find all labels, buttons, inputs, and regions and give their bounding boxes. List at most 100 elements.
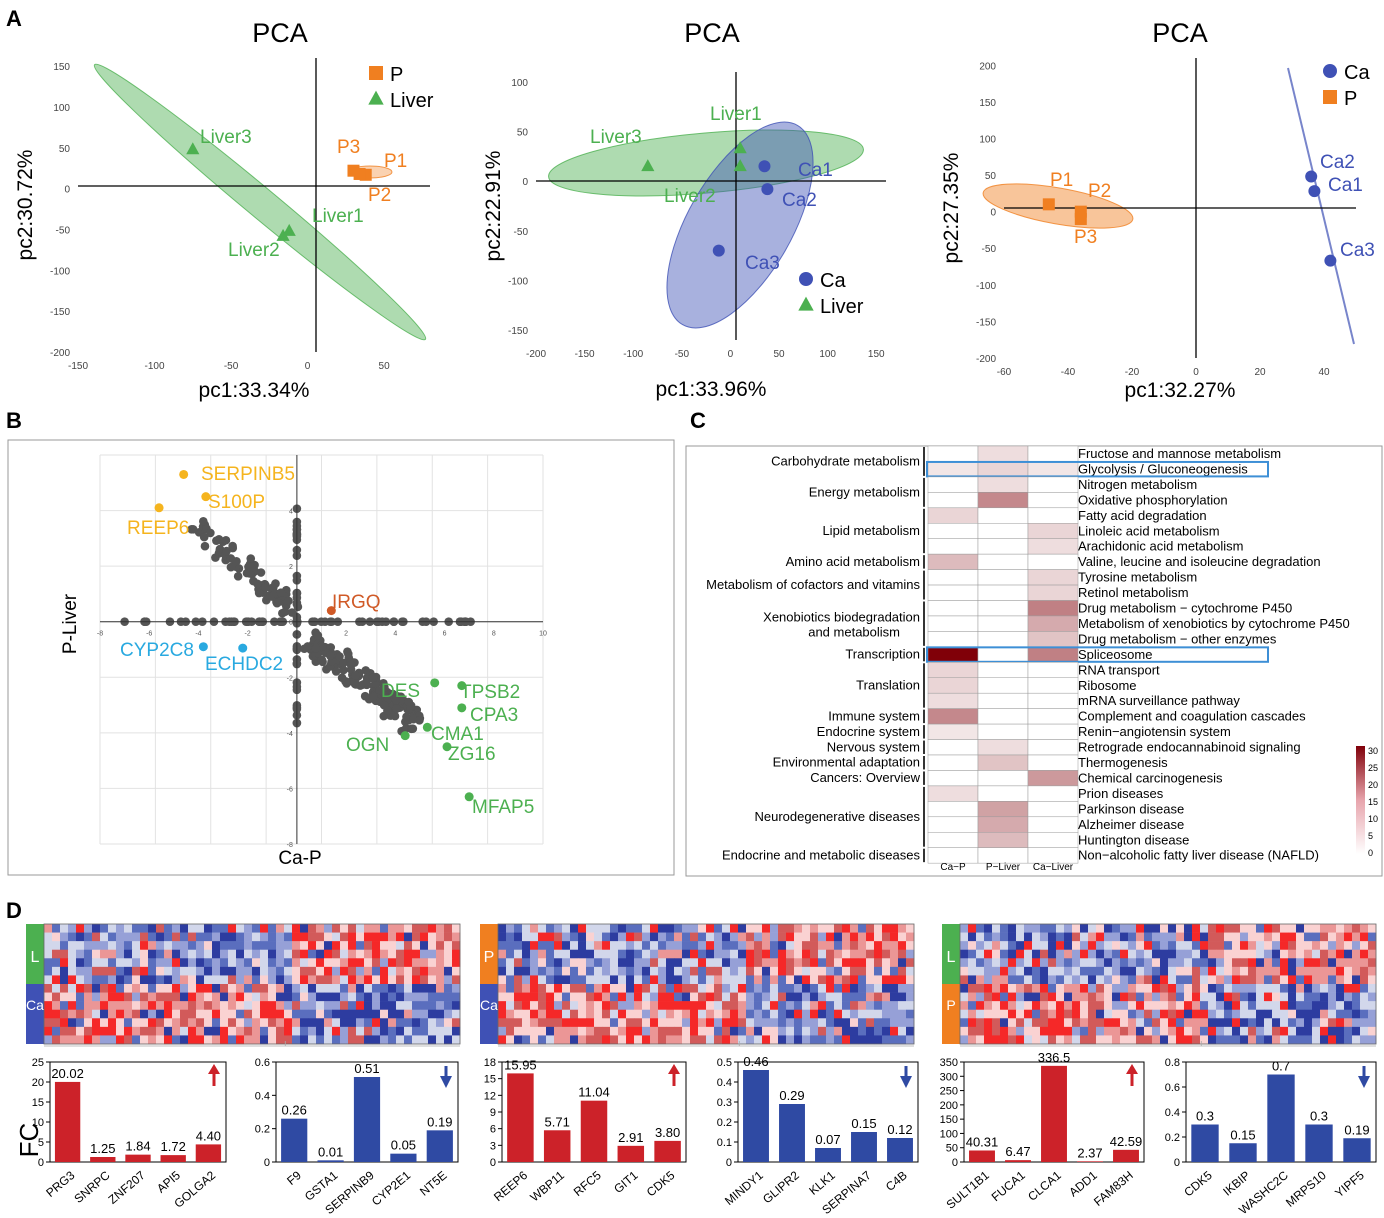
heatmap-cell (1328, 992, 1337, 1002)
pca3-point-P1 (1042, 198, 1055, 211)
fc-gene-label: IKBIP (1220, 1168, 1253, 1198)
quad-gene-dot (280, 607, 290, 617)
heatmap-cell (1168, 1001, 1177, 1011)
heatmap-cell (124, 1009, 133, 1019)
heatmap-cell (898, 1018, 907, 1028)
heatmap-cell (52, 949, 61, 959)
heatmap-cell (1027, 615, 1079, 632)
heatmap-cell (1152, 992, 1161, 1002)
heatmap-cell (984, 949, 993, 959)
heatmap-cell (132, 1001, 141, 1011)
heatmap-cell (1168, 984, 1177, 993)
heatmap-cell (890, 1001, 899, 1011)
heatmap-cell (770, 932, 779, 942)
heatmap-cell (284, 1018, 293, 1028)
heatmap-cell (1160, 992, 1169, 1002)
heatmap-cell (722, 1018, 731, 1028)
heatmap-cell (690, 924, 699, 933)
heatmap-cell (506, 984, 515, 993)
heatmap-cell (650, 1001, 659, 1011)
heatmap-cell (690, 1035, 699, 1045)
heatmap-cell (850, 924, 859, 933)
heatmap-cell (44, 1035, 53, 1045)
heatmap-cell (1208, 958, 1217, 968)
pca3-y-tick: 200 (979, 61, 996, 72)
heatmap-cell (332, 992, 341, 1002)
heatmap-cell (1272, 941, 1281, 951)
heatmap-cell (810, 966, 819, 976)
heatmap-cell (602, 984, 611, 993)
heatmap-cell (738, 1035, 747, 1045)
heatmap-cell (506, 1001, 515, 1011)
quad-gene-dot (256, 568, 266, 577)
fc-gene-label: F9 (284, 1168, 304, 1188)
heatmap-cell (1064, 924, 1073, 933)
heatmap-cell (834, 1035, 843, 1045)
heatmap-cell (116, 1035, 125, 1045)
heatmap-cell (436, 932, 445, 942)
quad-gene-dot (313, 631, 323, 640)
pca2-x-tick: 0 (728, 349, 734, 360)
heatmap-cell (316, 966, 325, 976)
heatmap-cell (1144, 924, 1153, 933)
fc-bar-PRG3 (54, 1081, 81, 1162)
heatmap-cell (124, 924, 133, 933)
heatmap-cell (420, 958, 429, 968)
quad-gene-label: ECHDC2 (205, 654, 283, 675)
heatmap-cell (546, 941, 555, 951)
heatmap-cell (682, 1018, 691, 1028)
heatmap-cell (44, 1026, 53, 1036)
heatmap-cell (927, 445, 979, 462)
heatmap-cell (44, 1018, 53, 1028)
heatmap-cell (762, 1035, 771, 1045)
heatmap-cell (1224, 992, 1233, 1002)
heatmap-cell (890, 949, 899, 959)
heatmap-cell (132, 958, 141, 968)
heatmap-cell (674, 966, 683, 976)
heatmap-cell (818, 1001, 827, 1011)
pca3-x-tick: 40 (1318, 367, 1330, 378)
heatmap-cell (602, 1026, 611, 1036)
heatmap-cell (324, 932, 333, 942)
heatmap-cell (1288, 975, 1297, 985)
heatmap-cell (960, 932, 969, 942)
heatmap-cell (530, 1026, 539, 1036)
quad-highlight-dot-DES (430, 678, 440, 688)
heatmap-cell (1008, 958, 1017, 968)
heatmap-cell (132, 992, 141, 1002)
heatmap-cell (746, 1001, 755, 1011)
heatmap-cell (444, 984, 453, 993)
heatmap-cell (348, 924, 357, 933)
heatmap-cell (1328, 1018, 1337, 1028)
quad-gene-dot (346, 660, 356, 670)
heatmap-cell (666, 1018, 675, 1028)
heatmap-cell (1088, 1035, 1097, 1045)
heatmap-cell (52, 1009, 61, 1019)
heatmap-cell (436, 941, 445, 951)
heatmap-cell (172, 949, 181, 959)
heatmap-cell (498, 966, 507, 976)
heatmap-cell (300, 966, 309, 976)
heatmap-cell (1027, 476, 1079, 493)
heatmap-cell (108, 1026, 117, 1036)
heatmap-cell (730, 1001, 739, 1011)
heatmap-cell (92, 958, 101, 968)
heatmap-cell (452, 1026, 461, 1036)
fc-bar-IKBIP (1229, 1143, 1257, 1162)
heatmap-cell (1048, 941, 1057, 951)
heatmap-cell (898, 1035, 907, 1045)
heatmap-cell (898, 992, 907, 1002)
heatmap-cell (586, 992, 595, 1002)
heatmap-cell (148, 1018, 157, 1028)
heatmap-cell (1352, 984, 1361, 993)
pca3-point-P3 (1074, 212, 1087, 225)
heatmap-cell (682, 941, 691, 951)
heatmap-cell (1096, 1018, 1105, 1028)
fc-bar-FAM83H (1113, 1149, 1139, 1162)
heatmap-cell (634, 941, 643, 951)
fc-bar-value-label: 42.59 (1110, 1134, 1143, 1149)
heatmap-cell (810, 958, 819, 968)
heatmap-cell (1112, 958, 1121, 968)
heatmap-cell (156, 1026, 165, 1036)
heatmap-cell (1328, 958, 1337, 968)
